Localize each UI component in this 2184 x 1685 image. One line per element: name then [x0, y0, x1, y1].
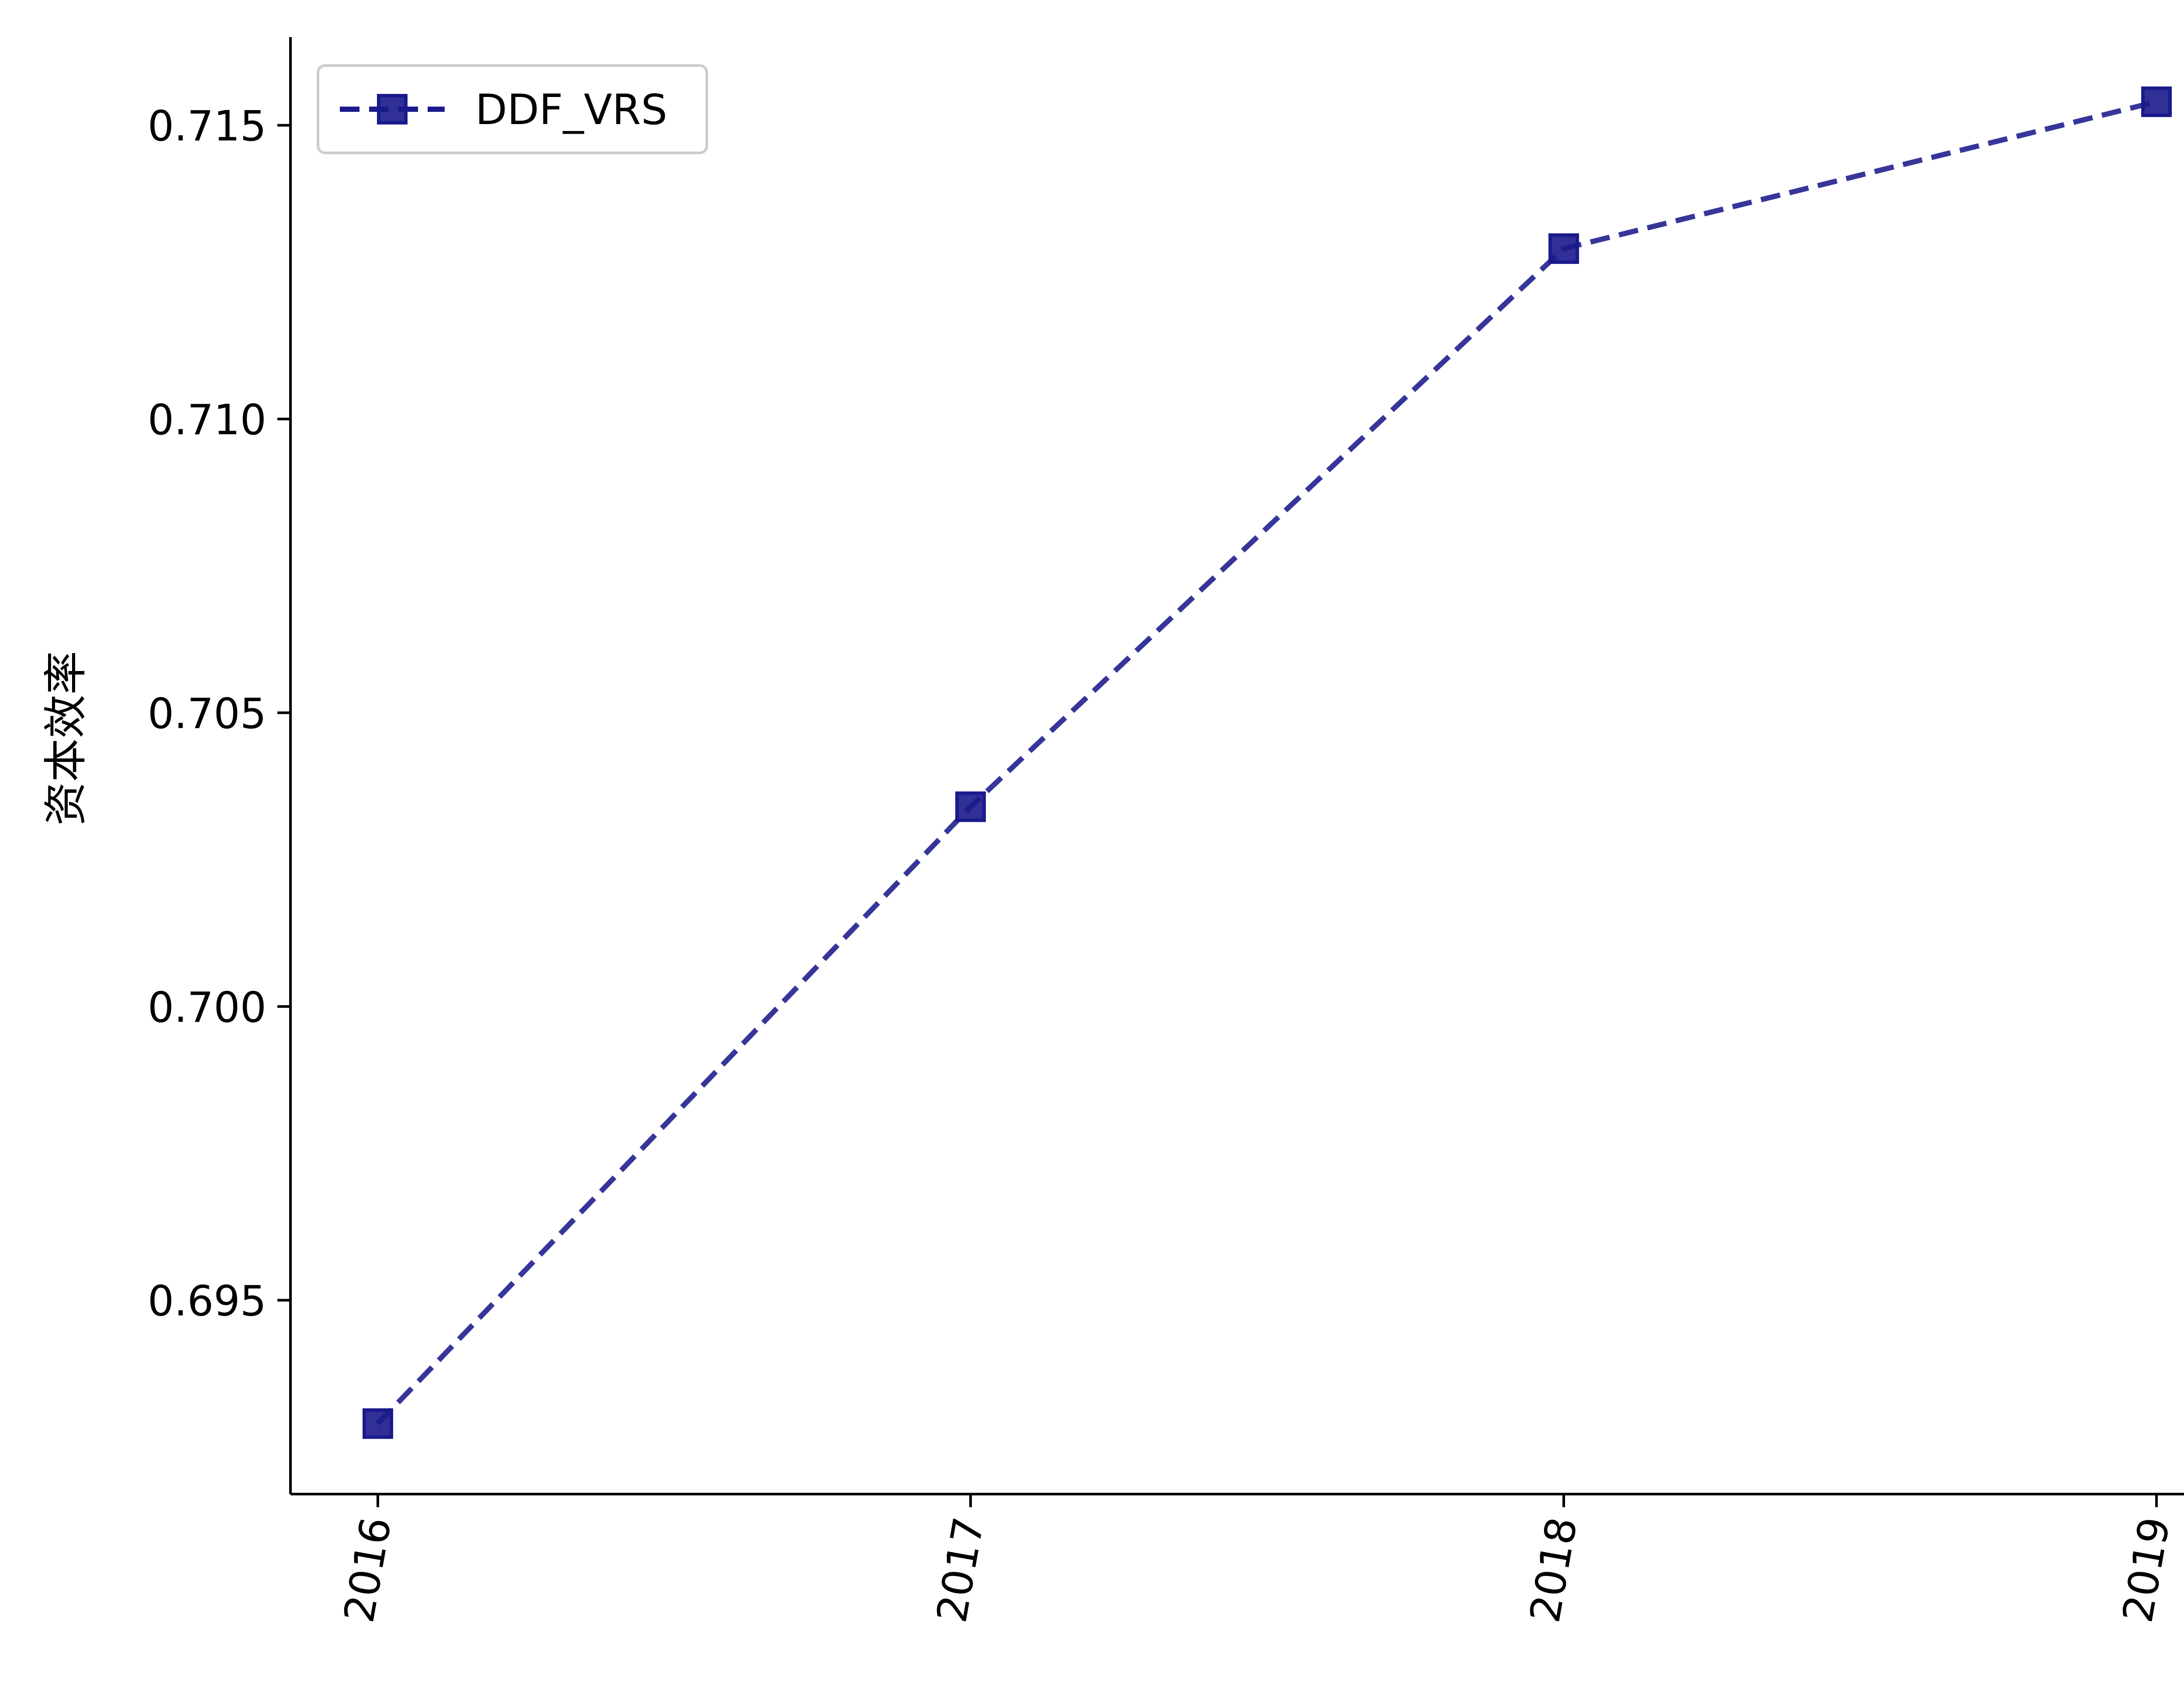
legend-marker-swatch — [377, 94, 408, 125]
x-tick-label: 2016 — [335, 1514, 401, 1626]
y-tick-label: 0.705 — [148, 690, 266, 738]
legend-box — [317, 64, 708, 154]
data-point-marker — [955, 791, 986, 822]
data-point-marker — [2141, 86, 2172, 117]
x-tick-label: 2018 — [1521, 1514, 1586, 1626]
y-axis-label: 资本效率 — [40, 651, 91, 826]
x-tick-label: 2017 — [928, 1514, 993, 1626]
data-point-marker — [1548, 233, 1579, 264]
data-point-marker — [363, 1408, 393, 1439]
series-line — [376, 99, 2157, 1426]
y-tick-label: 0.700 — [148, 984, 266, 1032]
legend-entry-label: DDF_VRS — [475, 86, 667, 134]
y-tick-label: 0.695 — [148, 1277, 266, 1325]
x-tick-label: 2019 — [2114, 1514, 2179, 1626]
y-tick-label: 0.710 — [148, 396, 266, 444]
y-tick-label: 0.715 — [148, 103, 266, 151]
